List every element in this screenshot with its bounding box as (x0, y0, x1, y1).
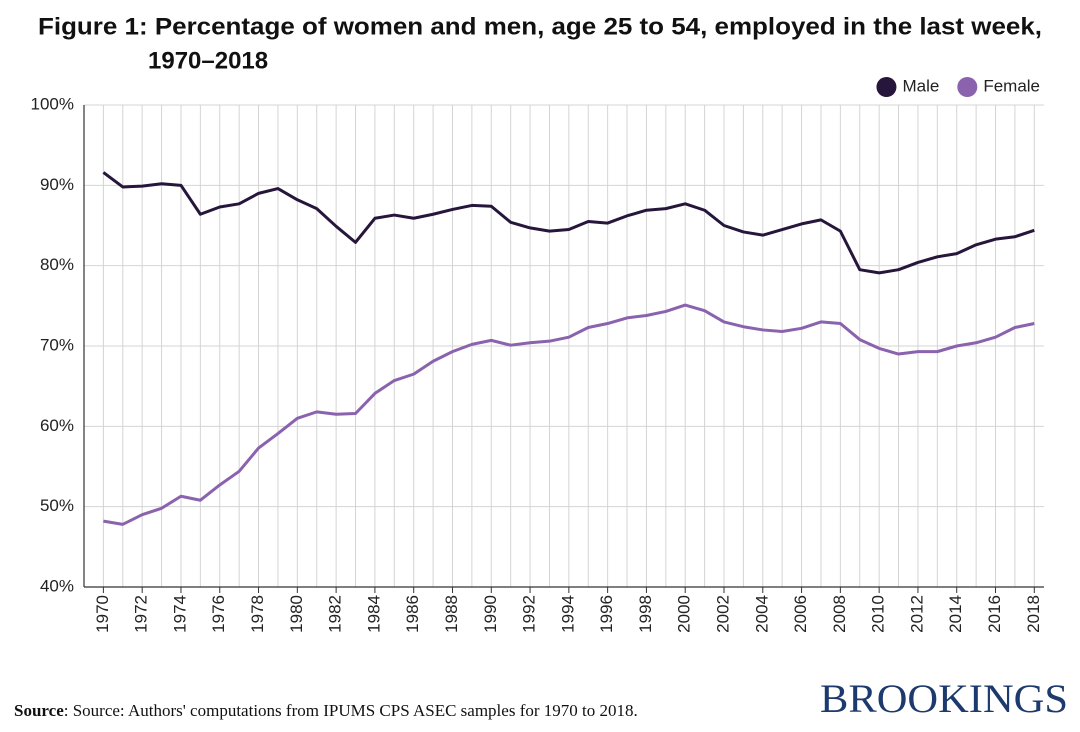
x-tick-label: 1992 (520, 595, 539, 633)
x-tick-label: 2008 (830, 595, 849, 633)
x-tick-label: 1970 (93, 595, 112, 633)
source-text: : Source: Authors' computations from IPU… (64, 701, 638, 720)
x-tick-label: 2014 (946, 595, 965, 633)
x-tick-label: 2018 (1024, 595, 1043, 633)
x-tick-label: 2012 (907, 595, 926, 633)
x-tick-label: 2004 (752, 595, 771, 633)
x-tick-label: 1994 (558, 595, 577, 633)
y-tick-label: 100% (31, 94, 74, 113)
legend-label: Female (983, 76, 1040, 95)
chart-title: 1970–2018 (148, 47, 268, 74)
x-tick-label: 2002 (713, 595, 732, 633)
chart-title: Figure 1: Percentage of women and men, a… (38, 13, 1042, 40)
x-tick-label: 1984 (364, 595, 383, 633)
x-tick-label: 1974 (170, 595, 189, 633)
x-tick-label: 1976 (209, 595, 228, 633)
x-tick-label: 1978 (248, 595, 267, 633)
legend-marker (876, 77, 897, 97)
legend-marker (957, 77, 978, 97)
x-tick-label: 1982 (326, 595, 345, 633)
source: Source: Source: Authors' computations fr… (14, 701, 638, 720)
x-tick-label: 1990 (481, 595, 500, 633)
x-tick-label: 1980 (287, 595, 306, 633)
y-tick-label: 80% (40, 255, 74, 274)
y-tick-label: 50% (40, 496, 74, 515)
x-tick-label: 2000 (675, 595, 694, 633)
legend-label: Male (902, 76, 939, 95)
x-tick-label: 2010 (869, 595, 888, 633)
x-tick-label: 2016 (985, 595, 1004, 633)
source-label: Source (14, 701, 64, 720)
y-tick-label: 60% (40, 416, 74, 435)
y-tick-label: 70% (40, 335, 74, 354)
x-tick-label: 2006 (791, 595, 810, 633)
x-tick-label: 1986 (403, 595, 422, 633)
series-line (102, 171, 1035, 275)
x-tick-label: 1988 (442, 595, 461, 633)
y-tick-label: 40% (40, 576, 74, 595)
brand-logo: BROOKINGS (820, 676, 1068, 721)
x-tick-label: 1996 (597, 595, 616, 633)
series-line (103, 303, 1035, 526)
x-tick-label: 1972 (132, 595, 151, 633)
x-tick-label: 1998 (636, 595, 655, 633)
y-tick-label: 90% (40, 175, 74, 194)
